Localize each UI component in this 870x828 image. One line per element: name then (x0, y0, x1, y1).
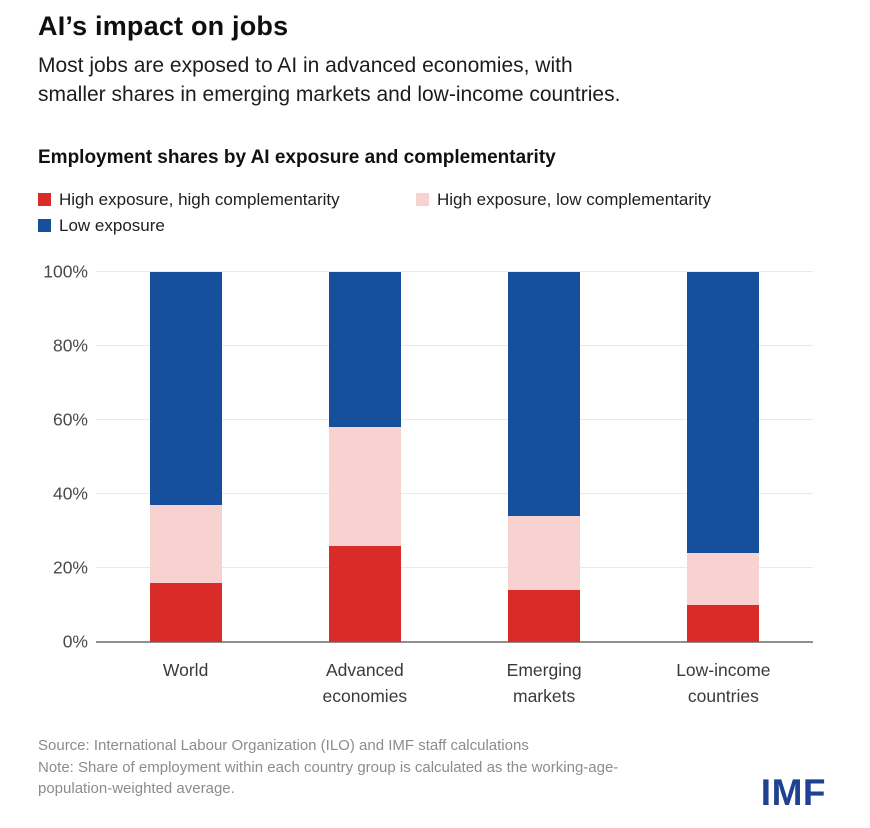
chart-footnote: Source: International Labour Organizatio… (38, 735, 832, 800)
stacked-bar (149, 272, 222, 642)
y-tick-label: 0% (62, 631, 88, 652)
legend-item: Low exposure (38, 215, 416, 236)
x-category-label: Emerging markets (506, 660, 582, 706)
page-title: AI’s impact on jobs (38, 11, 289, 41)
bar-segment (687, 605, 760, 642)
bar-segment (328, 272, 401, 428)
legend-swatch-icon (38, 193, 51, 206)
y-tick-label: 80% (52, 335, 88, 356)
gridline (96, 271, 813, 272)
page-subtitle: Most jobs are exposed to AI in advanced … (38, 51, 832, 109)
imf-logo: IMF (760, 772, 826, 813)
subtitle-line-2: smaller shares in emerging markets and l… (38, 83, 621, 106)
legend-swatch-icon (416, 193, 429, 206)
chart-legend: High exposure, high complementarity High … (38, 189, 832, 236)
bar-segment (149, 505, 222, 583)
legend-item: High exposure, low complementarity (416, 189, 832, 210)
gridline (96, 493, 813, 494)
x-category-label: Advanced economies (322, 660, 408, 706)
bar-segment (149, 272, 222, 506)
stacked-bar (687, 272, 760, 642)
plot-area: 0% 20% 40% 60% 80% 100% (0, 263, 870, 650)
x-category-label: World (162, 660, 209, 680)
bar-segment (508, 272, 581, 517)
legend-label: High exposure, high complementarity (59, 190, 340, 209)
source-line: Source: International Labour Organizatio… (38, 737, 529, 754)
y-tick-label: 20% (52, 557, 88, 578)
y-tick-label: 40% (52, 483, 88, 504)
bar-segment (687, 272, 760, 554)
bar-segment (687, 553, 760, 605)
gridline (96, 419, 813, 420)
bar-segment (328, 427, 401, 546)
bar-segment (149, 582, 222, 642)
subtitle-line-1: Most jobs are exposed to AI in advanced … (38, 54, 573, 77)
bar-segment (508, 516, 581, 591)
stacked-bar (508, 272, 581, 642)
note-line-2: population-weighted average. (38, 780, 235, 797)
y-tick-label: 100% (43, 261, 88, 282)
y-tick-label: 60% (52, 409, 88, 430)
x-axis-baseline (96, 641, 813, 643)
legend-label: High exposure, low complementarity (437, 190, 712, 209)
legend-item: High exposure, high complementarity (38, 189, 416, 210)
gridline (96, 567, 813, 568)
stacked-bar (328, 272, 401, 642)
gridline (96, 345, 813, 346)
x-axis-labels: World Advanced economies Emerging markets L… (0, 642, 870, 722)
note-line-1: Note: Share of employment within each co… (38, 758, 619, 776)
bar-segment (508, 590, 581, 642)
x-category-label: Low-income countries (676, 660, 771, 706)
chart-title: Employment shares by AI exposure and com… (38, 147, 556, 168)
legend-label: Low exposure (59, 216, 165, 235)
legend-swatch-icon (38, 219, 51, 232)
bar-segment (328, 545, 401, 642)
